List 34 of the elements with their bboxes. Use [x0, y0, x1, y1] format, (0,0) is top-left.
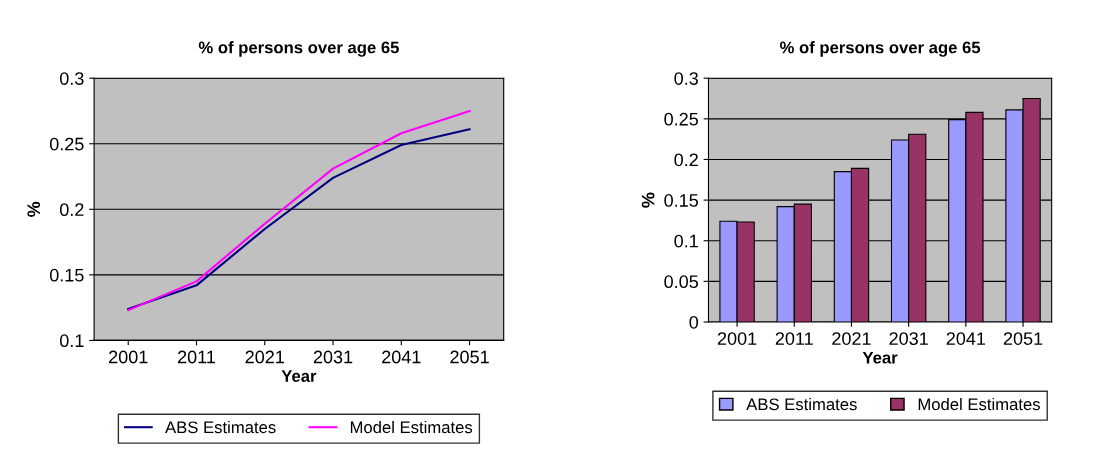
- x-tick-label: 2021: [245, 350, 284, 364]
- x-tick-label: 2041: [946, 332, 986, 345]
- y-tick-label: 0: [689, 315, 699, 329]
- y-tick-label: 0.05: [664, 275, 698, 289]
- chart-title: % of persons over age 65: [198, 41, 399, 57]
- y-tick-label: 0.1: [674, 234, 698, 248]
- y-tick-label: 0.1: [59, 334, 84, 348]
- x-tick-label: 2021: [832, 332, 871, 345]
- y-tick-label: 0.25: [49, 137, 84, 151]
- x-axis-title: Year: [862, 351, 898, 364]
- y-axis-title: %: [27, 201, 41, 217]
- x-tick-label: 2031: [313, 350, 353, 364]
- chart-title: % of persons over age 65: [779, 41, 981, 57]
- legend-label: ABS Estimates: [746, 397, 857, 411]
- legend-label: Model Estimates: [350, 420, 473, 434]
- x-axis-title: Year: [281, 370, 317, 382]
- x-tick-label: 2011: [177, 350, 216, 364]
- y-axis-title: %: [641, 192, 655, 208]
- legend-label: Model Estimates: [918, 397, 1040, 411]
- y-tick-label: 0.3: [59, 72, 84, 85]
- legend-label: ABS Estimates: [165, 420, 276, 434]
- y-tick-label: 0.15: [664, 194, 698, 207]
- x-tick-label: 2031: [889, 332, 928, 345]
- x-tick-label: 2051: [1003, 332, 1043, 345]
- x-tick-label: 2051: [450, 350, 489, 364]
- x-tick-label: 2041: [382, 350, 421, 364]
- x-tick-label: 2011: [775, 332, 813, 345]
- y-tick-label: 0.2: [59, 203, 84, 217]
- y-tick-label: 0.25: [664, 112, 698, 126]
- y-tick-label: 0.15: [49, 268, 84, 282]
- y-tick-label: 0.3: [674, 72, 698, 85]
- y-tick-label: 0.2: [674, 153, 698, 167]
- x-tick-label: 2001: [717, 332, 757, 345]
- x-tick-label: 2001: [109, 350, 148, 364]
